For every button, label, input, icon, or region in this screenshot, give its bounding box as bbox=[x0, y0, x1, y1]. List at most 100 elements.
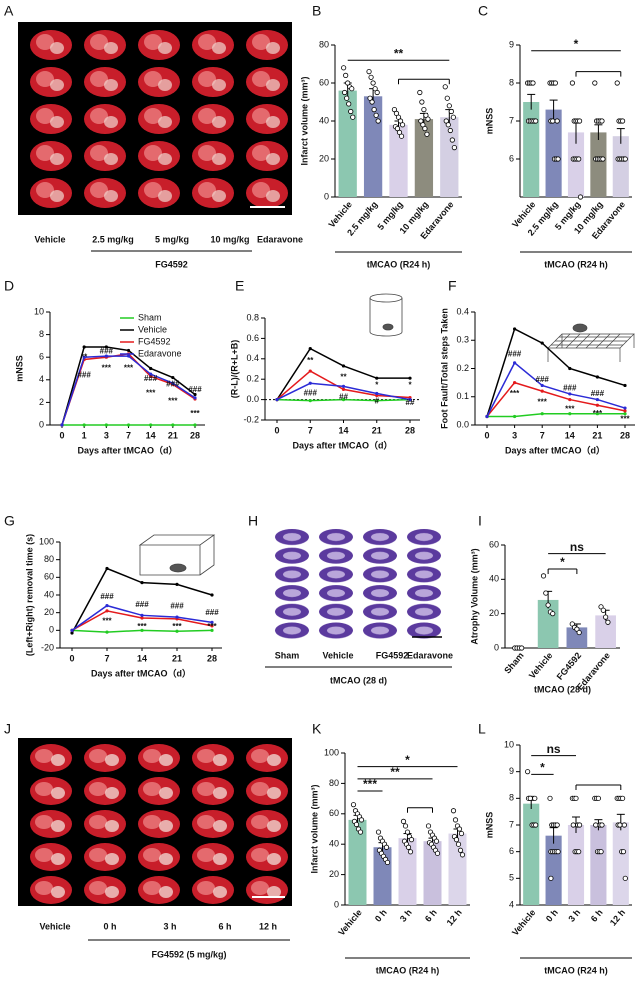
photo-h bbox=[270, 528, 446, 640]
data-point bbox=[617, 822, 623, 828]
line-point bbox=[171, 423, 175, 427]
line-point bbox=[341, 398, 346, 402]
x-tick-label: 3 h bbox=[566, 907, 582, 923]
data-point bbox=[384, 859, 391, 866]
y-tick-label: 0 bbox=[49, 625, 54, 635]
data-point bbox=[353, 821, 360, 828]
x-axis-label: Days after tMCAO（d） bbox=[292, 440, 392, 450]
data-point bbox=[424, 131, 430, 137]
image-label: 12 h bbox=[259, 921, 277, 931]
data-point bbox=[383, 844, 390, 850]
x-tick-label: 14 bbox=[565, 430, 575, 440]
image-label: Vehicle bbox=[322, 650, 353, 660]
line-point bbox=[193, 396, 197, 400]
y-axis-label: (R-L)/(R+L+B) bbox=[229, 340, 239, 399]
x-axis-label: tMCAO (R24 h) bbox=[544, 259, 608, 269]
line-point bbox=[568, 366, 572, 371]
line-point bbox=[408, 398, 412, 402]
data-point bbox=[548, 875, 554, 881]
line-point bbox=[485, 414, 489, 419]
significance: ** bbox=[390, 765, 400, 779]
data-point bbox=[569, 80, 576, 86]
line-point bbox=[341, 387, 346, 391]
data-point bbox=[446, 103, 452, 109]
data-point bbox=[595, 795, 602, 801]
line-point bbox=[308, 381, 312, 385]
data-point bbox=[532, 795, 538, 801]
y-tick-label: 9 bbox=[509, 39, 514, 49]
y-tick-label: 80 bbox=[329, 778, 339, 788]
data-point bbox=[375, 118, 381, 124]
y-tick-label: 40 bbox=[319, 115, 329, 125]
mouse bbox=[169, 563, 187, 573]
y-tick-label: 0.2 bbox=[246, 374, 259, 384]
significance: *** bbox=[207, 622, 217, 631]
icon-box bbox=[138, 534, 216, 576]
y-tick-label: 60 bbox=[44, 572, 54, 582]
x-tick-label: 1 bbox=[82, 430, 87, 440]
data-point bbox=[342, 89, 348, 96]
significance: *** bbox=[593, 409, 603, 418]
data-point bbox=[373, 112, 379, 118]
x-tick-label: 0 h bbox=[373, 907, 389, 923]
y-tick-label: 4 bbox=[39, 374, 44, 384]
line-point bbox=[623, 406, 627, 410]
x-tick-label: 3 bbox=[104, 430, 109, 440]
x-tick-label: 21 bbox=[372, 425, 382, 435]
line-point bbox=[140, 581, 144, 585]
panel-letter: D bbox=[4, 278, 14, 294]
line-point bbox=[70, 631, 74, 635]
y-tick-label: 20 bbox=[44, 607, 54, 617]
data-point bbox=[450, 114, 456, 120]
image-label: 0 h bbox=[103, 921, 116, 931]
line-point bbox=[341, 384, 346, 388]
y-tick-label: 20 bbox=[319, 153, 329, 163]
bar bbox=[389, 124, 408, 197]
image-label: Sham bbox=[275, 650, 300, 660]
significance: *** bbox=[190, 409, 200, 418]
x-tick-label: 28 bbox=[207, 653, 217, 663]
data-point bbox=[592, 80, 598, 86]
data-point bbox=[344, 95, 350, 101]
data-point bbox=[543, 590, 549, 596]
line-point bbox=[513, 381, 517, 385]
x-axis-label: tMCAO (28 d) bbox=[534, 684, 591, 694]
data-point bbox=[570, 822, 576, 828]
y-tick-label: 8 bbox=[509, 793, 514, 803]
significance: ### bbox=[563, 383, 577, 392]
data-point bbox=[614, 80, 620, 86]
data-point bbox=[555, 849, 561, 855]
line-point bbox=[568, 412, 572, 416]
data-point bbox=[447, 127, 453, 134]
y-tick-label: 0.6 bbox=[246, 333, 259, 343]
image-label: Vehicle bbox=[34, 234, 65, 244]
x-tick-label: 28 bbox=[190, 430, 200, 440]
data-point bbox=[525, 769, 531, 775]
line-point bbox=[210, 628, 214, 632]
x-tick-label: 14 bbox=[137, 653, 147, 663]
line-point bbox=[513, 414, 517, 419]
image-label: 5 mg/kg bbox=[155, 234, 189, 244]
data-point bbox=[619, 795, 626, 801]
y-tick-label: 60 bbox=[319, 77, 329, 87]
y-tick-label: 0.0 bbox=[246, 394, 259, 404]
x-tick-label: Vehicle bbox=[527, 650, 555, 680]
y-tick-label: 0.4 bbox=[456, 306, 469, 316]
line-point bbox=[408, 376, 412, 380]
data-point bbox=[343, 72, 349, 79]
data-point bbox=[621, 822, 627, 828]
mouse bbox=[572, 323, 588, 333]
x-tick-label: 21 bbox=[168, 430, 178, 440]
y-tick-label: 20 bbox=[329, 869, 339, 879]
line-point bbox=[513, 361, 517, 365]
image-label: 6 h bbox=[218, 921, 231, 931]
panel-letter: J bbox=[4, 721, 11, 737]
bar bbox=[595, 615, 616, 648]
data-point bbox=[455, 841, 462, 847]
line-point bbox=[595, 375, 600, 379]
x-tick-label: 7 bbox=[126, 430, 131, 440]
bar bbox=[566, 627, 588, 648]
bar bbox=[523, 803, 540, 905]
data-point bbox=[444, 95, 450, 101]
